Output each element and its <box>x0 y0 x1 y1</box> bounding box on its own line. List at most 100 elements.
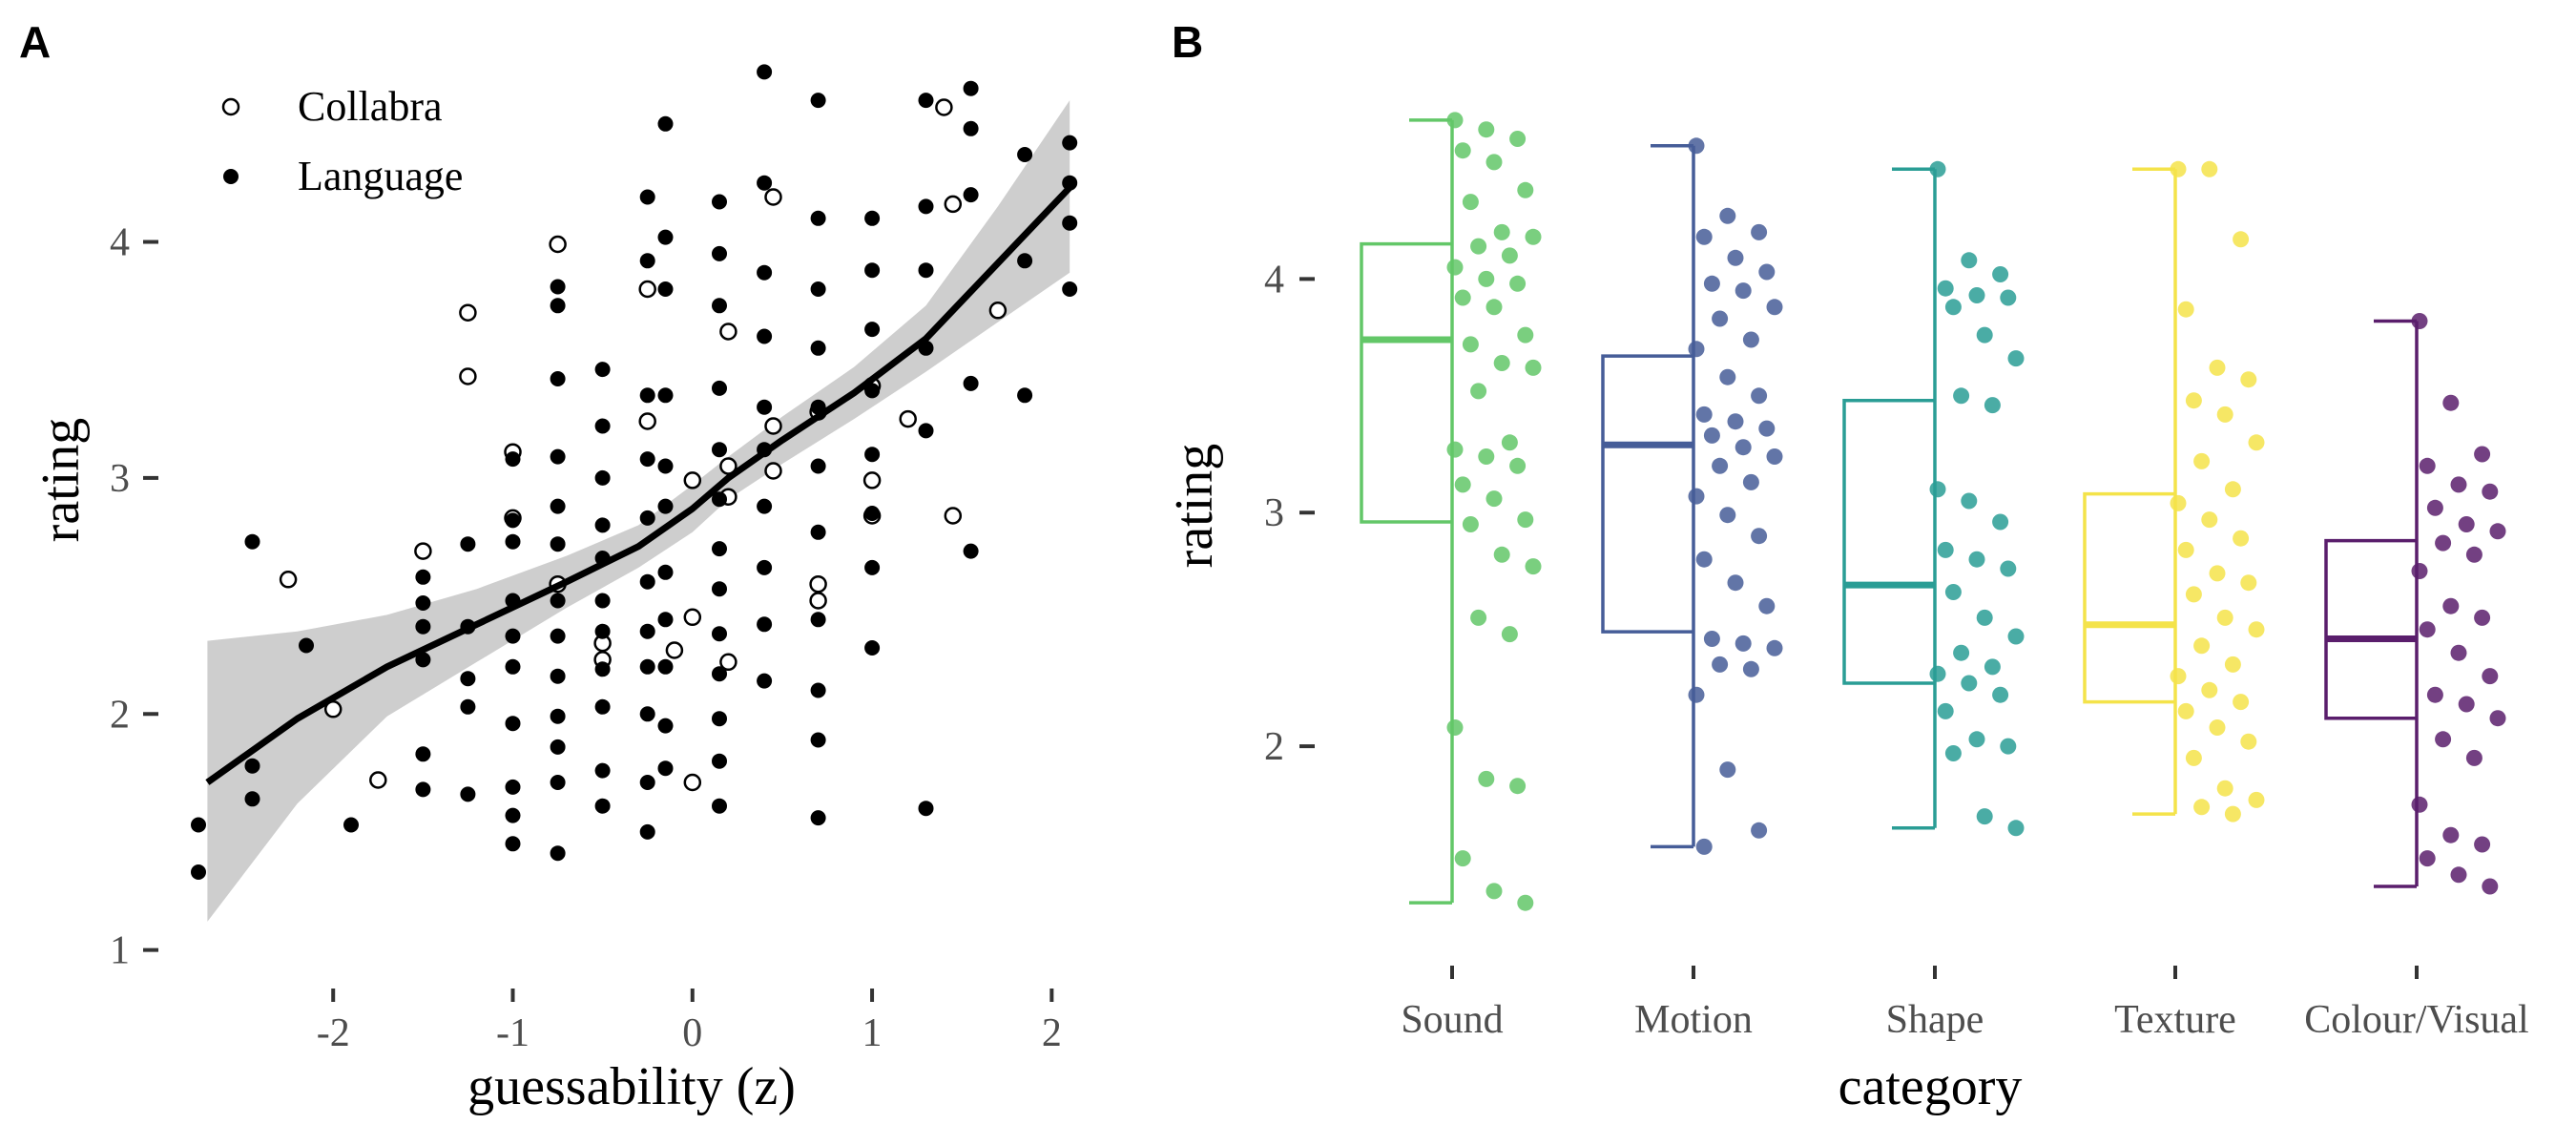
point-language <box>594 698 611 715</box>
point-language <box>343 817 359 833</box>
point-collabra <box>638 280 656 299</box>
point-collabra <box>683 608 702 627</box>
jitter-point <box>1976 326 1993 344</box>
jitter-point <box>2419 457 2436 474</box>
point-language <box>918 801 934 817</box>
point-language <box>594 623 611 639</box>
jitter-point <box>2193 637 2211 655</box>
jitter-point <box>1695 406 1713 423</box>
point-collabra <box>899 409 917 428</box>
point-language <box>757 175 773 191</box>
jitter-point <box>1462 194 1479 211</box>
point-language <box>550 498 566 514</box>
jitter-point <box>1751 387 1768 405</box>
x-tick-label: -2 <box>317 1011 350 1055</box>
point-language <box>963 187 979 203</box>
point-language <box>963 120 979 136</box>
jitter-point <box>1454 142 1471 159</box>
jitter-point <box>2233 530 2250 547</box>
jitter-point <box>1758 263 1776 281</box>
jitter-point <box>1446 259 1464 276</box>
jitter-point <box>2177 541 2194 558</box>
point-language <box>1062 175 1078 191</box>
panel-b-label: B <box>1172 17 1203 67</box>
point-language <box>918 262 934 279</box>
jitter-point <box>1961 492 1978 510</box>
jitter-point <box>1485 883 1503 900</box>
jitter-point <box>1478 121 1495 138</box>
jitter-point <box>1501 247 1518 264</box>
jitter-point <box>1719 761 1736 779</box>
jitter-point <box>2411 313 2428 329</box>
jitter-point <box>1478 770 1495 787</box>
jitter-point <box>2193 452 2211 469</box>
point-language <box>460 698 476 715</box>
jitter-point <box>1944 584 1962 600</box>
y-tick-label: 1 <box>110 929 130 973</box>
y-tick-label: 3 <box>110 457 130 501</box>
jitter-point <box>1703 427 1720 444</box>
jitter-point <box>1758 420 1776 437</box>
jitter-point <box>1937 541 1954 558</box>
point-language <box>1062 215 1078 231</box>
jitter-point <box>1525 558 1542 575</box>
point-language <box>864 210 881 226</box>
jitter-point <box>2224 805 2241 822</box>
jitter-point <box>2185 586 2202 603</box>
jitter-point <box>2000 738 2017 755</box>
jitter-point <box>2426 686 2443 703</box>
point-language <box>757 264 773 281</box>
jitter-point <box>1758 597 1776 614</box>
jitter-point <box>1742 473 1759 490</box>
jitter-point <box>1961 675 1978 692</box>
point-language <box>505 807 521 823</box>
jitter-point <box>1478 448 1495 465</box>
point-language <box>639 253 655 269</box>
point-language <box>810 93 826 109</box>
jitter-point <box>1719 507 1736 524</box>
point-collabra <box>459 367 477 385</box>
jitter-point <box>2170 160 2187 177</box>
jitter-point <box>2474 836 2491 853</box>
point-language <box>639 623 655 639</box>
point-collabra <box>862 471 882 489</box>
point-collabra <box>944 195 963 214</box>
jitter-point <box>1937 702 1954 719</box>
point-language <box>639 189 655 205</box>
point-language <box>639 510 655 526</box>
jitter-point <box>2216 609 2233 626</box>
jitter-point <box>2248 621 2265 638</box>
panel-a-scatter: -2 -1 0 1 2 1 2 3 4 Collabra Language guessabil… <box>31 64 1078 1116</box>
jitter-point <box>1929 481 1946 498</box>
x-tick-label: 1 <box>862 1011 883 1055</box>
point-language <box>657 612 674 628</box>
jitter-point <box>2419 621 2436 638</box>
point-language <box>810 281 826 297</box>
point-language <box>657 718 674 734</box>
point-language <box>415 595 431 611</box>
point-collabra <box>549 235 567 254</box>
point-language <box>244 791 260 807</box>
point-language <box>657 387 674 404</box>
box-sound <box>1360 118 1454 905</box>
point-language <box>757 399 773 415</box>
jitter-point <box>2007 820 2025 837</box>
point-language <box>657 564 674 580</box>
point-language <box>505 451 521 468</box>
point-language <box>864 447 881 463</box>
jitter-point <box>2224 481 2241 498</box>
jitter-point <box>1470 609 1487 626</box>
jitter-point <box>1501 626 1518 643</box>
jitter-point <box>2193 799 2211 816</box>
y-tick-label: 3 <box>1264 491 1284 535</box>
jitter-point <box>1751 528 1768 545</box>
jitter-point <box>2450 644 2467 661</box>
jitter-point <box>1719 207 1736 224</box>
jitter-point <box>2426 499 2443 516</box>
point-collabra <box>683 471 702 489</box>
jitter-point <box>2201 160 2218 177</box>
jitter-point <box>1727 249 1744 266</box>
jitter-points <box>1446 112 2506 911</box>
legend-label-collabra: Collabra <box>298 83 443 130</box>
